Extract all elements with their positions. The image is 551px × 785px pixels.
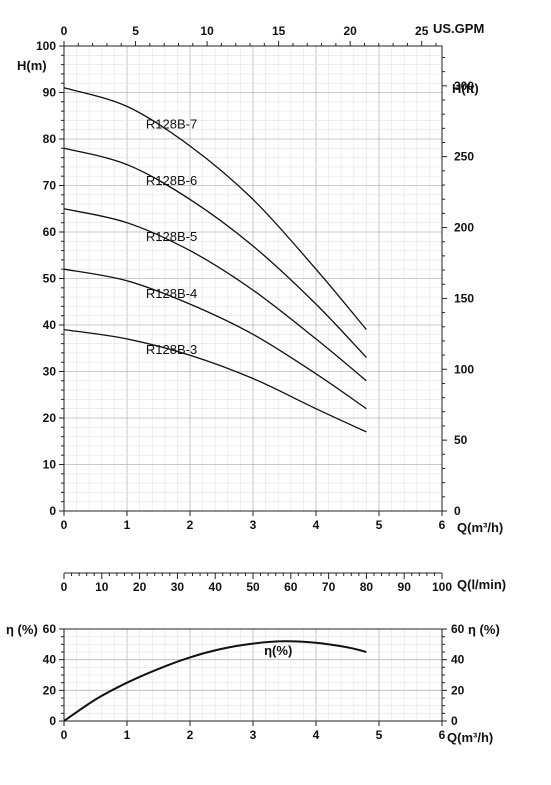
lpm-tick-label: 100: [432, 580, 452, 594]
y-right-tick-label: 20: [451, 683, 465, 697]
x-tick-label: 3: [250, 728, 257, 742]
y-tick-label: 0: [49, 504, 56, 518]
y-tick-label: 90: [43, 86, 57, 100]
lpm-axis: 0 10 20 30 40 50 60 70 80 90 100: [61, 572, 452, 594]
curve-label: R128B-6: [146, 173, 197, 188]
efficiency-y-axis-title: η (%): [6, 622, 38, 637]
y-tick-label: 50: [43, 272, 57, 286]
lpm-tick-label: 10: [95, 580, 109, 594]
gpm-tick-label: 20: [343, 24, 357, 38]
x-tick-label: 1: [124, 518, 131, 532]
curve-label: η(%): [264, 643, 292, 658]
y-tick-label: 60: [43, 225, 57, 239]
efficiency-curve: [63, 640, 367, 722]
x-tick-label: 3: [250, 518, 257, 532]
head-x-axis-title: Q(m³/h): [457, 520, 503, 535]
head-y-axis-title: H(m): [17, 58, 47, 73]
head-chart-grid: [63, 45, 443, 512]
y-tick-label: 20: [43, 411, 57, 425]
ft-tick-label: 250: [454, 150, 474, 164]
lpm-tick-label: 50: [246, 580, 260, 594]
x-tick-label: 5: [376, 728, 383, 742]
efficiency-x-axis-title: Q(m³/h): [447, 730, 493, 745]
lpm-axis-title: Q(l/min): [457, 577, 506, 592]
x-tick-label: 4: [313, 728, 320, 742]
ft-tick-label: 50: [454, 433, 468, 447]
x-tick-label: 0: [61, 728, 68, 742]
y-right-tick-label: 40: [451, 653, 465, 667]
y-tick-label: 40: [43, 653, 57, 667]
x-tick-label: 2: [187, 728, 194, 742]
head-curve: [63, 208, 367, 382]
ft-tick-label: 150: [454, 291, 474, 305]
x-tick-label: 0: [61, 518, 68, 532]
gpm-tick-label: 0: [61, 24, 68, 38]
y-tick-label: 60: [43, 622, 57, 636]
y-tick-label: 70: [43, 179, 57, 193]
top-axis-title: US.GPM: [433, 21, 484, 36]
head-curve: [63, 268, 367, 410]
x-tick-label: 1: [124, 728, 131, 742]
curve-label: R128B-5: [146, 229, 197, 244]
curve-label: R128B-4: [146, 286, 197, 301]
head-curves: R128B-7 R128B-6 R128B-5 R128B-4 R128B-3: [63, 87, 367, 433]
lpm-tick-label: 60: [284, 580, 298, 594]
ft-tick-label: 0: [454, 504, 461, 518]
curve-label: R128B-7: [146, 116, 197, 131]
lpm-tick-label: 40: [209, 580, 223, 594]
y-tick-label: 80: [43, 132, 57, 146]
gpm-tick-label: 15: [272, 24, 286, 38]
efficiency-curve-group: η(%): [63, 640, 367, 722]
x-tick-label: 6: [439, 518, 446, 532]
lpm-tick-label: 30: [171, 580, 185, 594]
efficiency-right-axis-title: η (%): [468, 622, 500, 637]
x-tick-label: 2: [187, 518, 194, 532]
y-tick-label: 100: [36, 39, 56, 53]
y-tick-label: 30: [43, 365, 57, 379]
gpm-tick-label: 5: [132, 24, 139, 38]
y-right-tick-label: 0: [451, 714, 458, 728]
head-right-axis-title: H(ft): [452, 81, 479, 96]
lpm-tick-label: 90: [398, 580, 412, 594]
ft-tick-label: 100: [454, 362, 474, 376]
ft-tick-label: 200: [454, 221, 474, 235]
x-tick-label: 5: [376, 518, 383, 532]
ft-tick-label: 300: [454, 79, 474, 93]
y-tick-label: 40: [43, 318, 57, 332]
y-right-tick-label: 60: [451, 622, 465, 636]
lpm-tick-label: 80: [360, 580, 374, 594]
x-tick-label: 4: [313, 518, 320, 532]
gpm-tick-label: 10: [200, 24, 214, 38]
lpm-tick-label: 70: [322, 580, 336, 594]
y-tick-label: 0: [49, 714, 56, 728]
lpm-tick-label: 20: [133, 580, 147, 594]
curve-label: R128B-3: [146, 342, 197, 357]
x-tick-label: 6: [439, 728, 446, 742]
gpm-tick-label: 25: [415, 24, 429, 38]
lpm-tick-label: 0: [61, 580, 68, 594]
head-curve: [63, 147, 367, 358]
head-chart-ticks: 0 1 2 3 4 5 6010203040506070809010005010015020…: [36, 24, 474, 532]
y-tick-label: 20: [43, 683, 57, 697]
y-tick-label: 10: [43, 458, 57, 472]
head-curve: [63, 87, 367, 331]
head-curve: [63, 328, 367, 433]
